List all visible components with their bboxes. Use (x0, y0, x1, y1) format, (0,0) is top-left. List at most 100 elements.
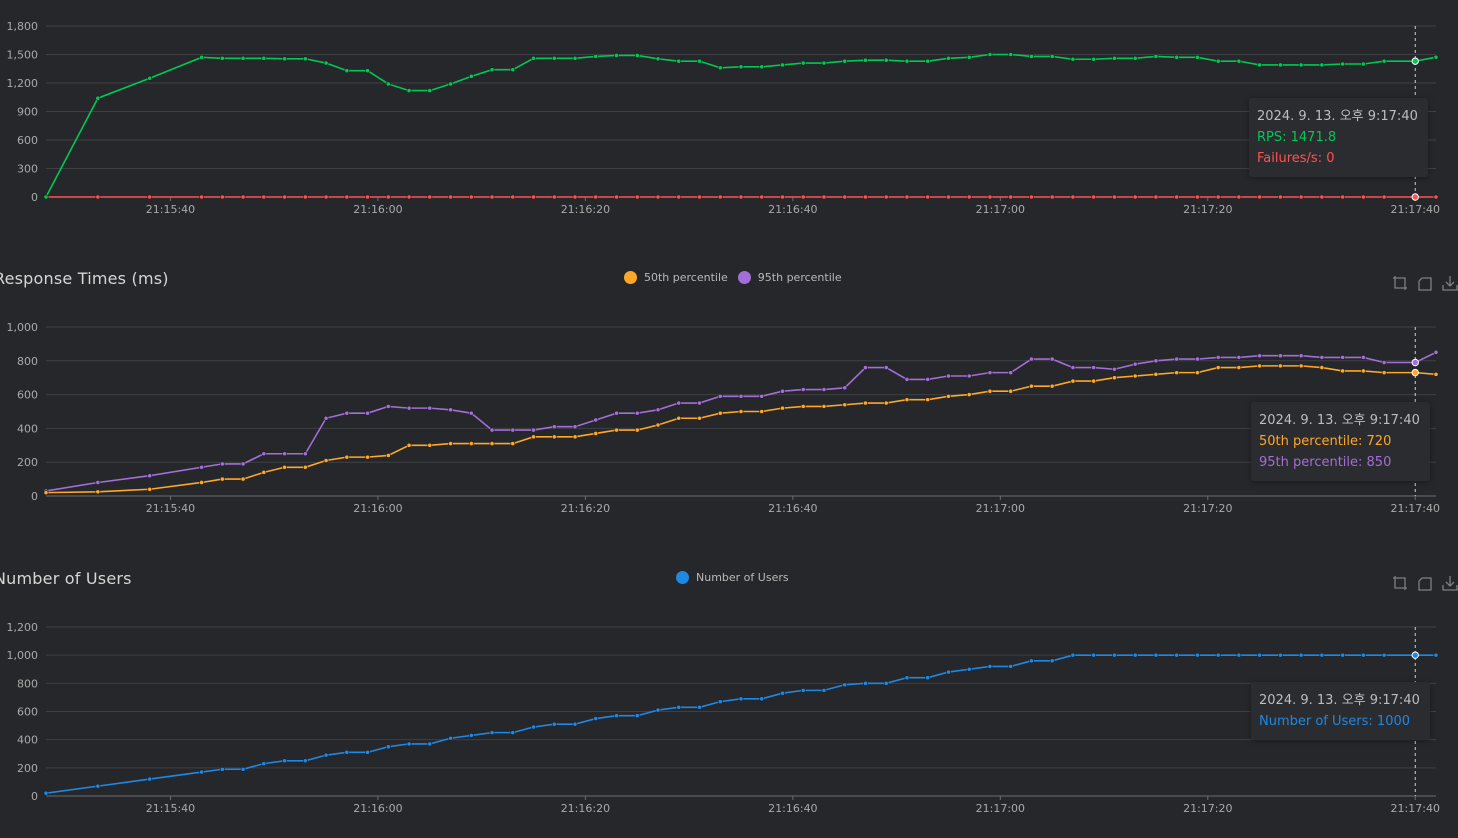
data-point (468, 194, 474, 200)
data-point (904, 675, 910, 681)
data-point (1174, 356, 1180, 362)
data-point (1070, 56, 1076, 62)
data-point (1433, 54, 1439, 60)
data-point (1319, 194, 1325, 200)
download-icon[interactable] (1442, 575, 1458, 591)
data-point (842, 385, 848, 391)
y-tick-label: 600 (17, 134, 38, 147)
data-point (1153, 371, 1159, 377)
data-point (800, 194, 806, 200)
data-point (1411, 193, 1419, 201)
data-point (925, 194, 931, 200)
data-point (302, 451, 308, 457)
download-icon[interactable] (1442, 275, 1458, 291)
data-point (1112, 366, 1117, 372)
rps-tooltip: 2024. 9. 13. 오후 9:17:40 RPS: 1471.8 Fail… (1249, 98, 1428, 177)
y-tick-label: 1,800 (7, 20, 39, 33)
data-point (1132, 55, 1138, 61)
data-point (987, 388, 993, 394)
data-point (676, 415, 682, 421)
data-point (863, 57, 868, 63)
data-point (1381, 58, 1387, 64)
x-tick-label: 21:17:20 (1183, 502, 1232, 515)
data-point (717, 393, 723, 399)
data-point (323, 752, 329, 758)
data-point (946, 194, 951, 200)
data-point (966, 194, 972, 200)
data-point (1319, 355, 1325, 360)
data-point (1236, 652, 1242, 658)
data-point (842, 682, 848, 688)
data-point (1319, 62, 1325, 68)
data-point (199, 54, 204, 60)
data-point (1070, 194, 1076, 200)
data-point (302, 464, 308, 470)
data-point (1132, 194, 1138, 200)
data-point (697, 400, 702, 406)
data-point (593, 431, 599, 436)
restore-icon[interactable] (1417, 275, 1433, 291)
x-tick-label: 21:16:40 (768, 802, 817, 815)
data-point (1008, 370, 1014, 376)
y-tick-label: 1,200 (7, 77, 39, 90)
data-point (531, 194, 536, 200)
data-point (1411, 651, 1419, 659)
data-point (676, 58, 682, 64)
y-tick-label: 1,500 (7, 49, 39, 62)
y-tick-label: 200 (17, 762, 38, 775)
y-tick-label: 0 (31, 490, 38, 503)
tooltip-rps: RPS: 1471.8 (1257, 130, 1337, 145)
data-point (1215, 355, 1221, 360)
x-tick-label: 21:16:40 (768, 203, 817, 216)
data-point (147, 75, 153, 81)
y-tick-label: 0 (31, 191, 38, 204)
data-point (987, 664, 993, 669)
data-point (199, 464, 204, 470)
y-tick-label: 300 (17, 163, 38, 176)
data-point (1257, 652, 1263, 658)
data-point (1091, 56, 1097, 62)
data-point (863, 365, 868, 370)
data-point (323, 194, 329, 200)
x-tick-label: 21:17:20 (1183, 203, 1232, 216)
series-line (45, 654, 1436, 794)
data-point (427, 741, 433, 747)
data-point (1112, 194, 1117, 200)
data-point (385, 744, 391, 750)
data-point (593, 54, 599, 59)
data-point (1215, 365, 1221, 370)
restore-icon[interactable] (1417, 575, 1433, 591)
data-point (655, 56, 661, 62)
y-tick-label: 800 (17, 677, 38, 690)
data-point (1008, 194, 1014, 200)
data-point (966, 666, 972, 672)
data-point (531, 427, 536, 433)
data-point (800, 60, 806, 66)
x-tick-label: 21:17:40 (1391, 502, 1440, 515)
data-point (1319, 365, 1325, 370)
data-point (738, 696, 744, 702)
data-point (240, 461, 246, 467)
data-point (697, 415, 702, 421)
data-point (219, 55, 225, 61)
data-point (1091, 378, 1097, 384)
data-point (1381, 194, 1387, 200)
data-point (448, 81, 453, 87)
data-point (655, 194, 661, 200)
data-point (468, 441, 474, 447)
data-point (697, 704, 702, 710)
rps-chart[interactable]: 0 300 600 900 1,200 1,500 1,800 21:15:40 21:16:0… (0, 0, 1458, 230)
zoom-icon[interactable] (1392, 275, 1408, 291)
data-point (1132, 361, 1138, 367)
data-point (219, 766, 225, 772)
data-point (572, 434, 578, 440)
data-point (1195, 652, 1200, 658)
data-point (904, 397, 910, 403)
data-point (925, 376, 931, 382)
data-point (946, 393, 951, 399)
data-point (385, 194, 391, 200)
y-tick-label: 900 (17, 106, 38, 119)
zoom-icon[interactable] (1392, 575, 1408, 591)
data-point (261, 55, 267, 61)
